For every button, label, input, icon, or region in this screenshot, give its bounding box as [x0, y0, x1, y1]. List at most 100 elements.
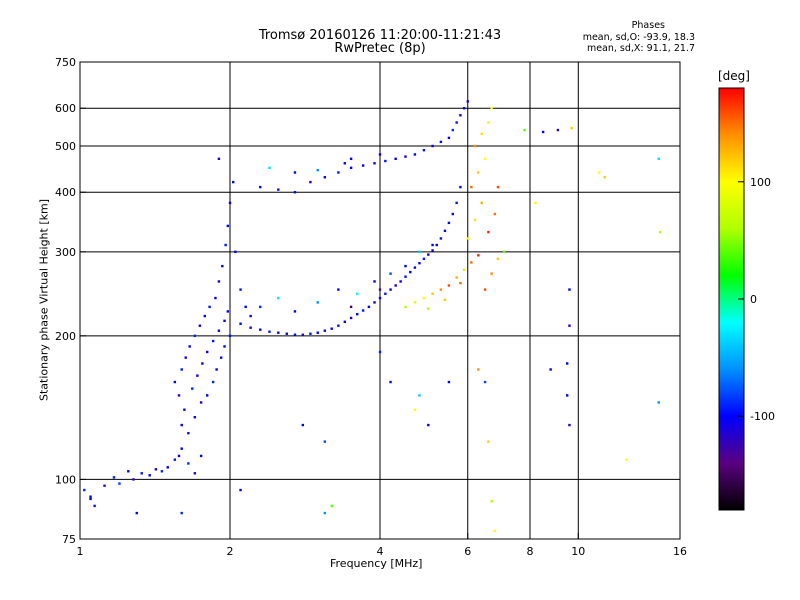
data-point — [337, 288, 340, 291]
data-point — [455, 121, 458, 124]
data-point — [568, 423, 571, 427]
x-tick-label: 16 — [673, 545, 687, 558]
data-point — [193, 416, 197, 419]
data-point — [293, 171, 297, 174]
colorbar-tick-label: 100 — [750, 176, 771, 189]
x-tick-label: 6 — [464, 545, 471, 558]
data-point — [177, 454, 181, 458]
data-point — [196, 374, 199, 377]
data-point — [658, 230, 662, 234]
data-point — [373, 162, 376, 165]
data-point — [221, 264, 224, 268]
data-point — [447, 380, 451, 384]
data-point — [184, 356, 187, 359]
colorbar-tick-label: -100 — [750, 410, 775, 423]
data-point — [399, 280, 402, 283]
data-point — [193, 472, 197, 475]
data-point — [447, 136, 451, 140]
data-point — [198, 324, 202, 327]
data-point — [277, 188, 280, 191]
data-point — [193, 334, 197, 338]
data-point — [234, 250, 237, 254]
data-point — [239, 322, 242, 325]
data-point — [409, 270, 412, 274]
data-point — [565, 362, 569, 365]
data-point — [487, 440, 490, 443]
chart-title: Tromsø 20160126 11:20:00-11:21:43 — [258, 28, 502, 43]
data-point — [418, 394, 421, 397]
grid-layer — [80, 62, 680, 539]
data-point — [259, 305, 262, 309]
data-point — [180, 423, 183, 427]
data-point — [373, 301, 376, 304]
phase-box-o: mean, sd,O: -93.9, 18.3 — [582, 32, 695, 43]
data-point — [301, 423, 305, 427]
y-tick-label: 500 — [55, 140, 76, 153]
data-point — [496, 185, 500, 189]
data-point — [404, 275, 407, 278]
data-point — [103, 484, 106, 487]
x-tick-label: 4 — [377, 545, 384, 558]
data-point — [447, 221, 451, 225]
data-point — [534, 201, 537, 205]
data-point — [205, 394, 209, 397]
data-point — [355, 292, 359, 295]
data-point — [439, 140, 443, 144]
data-point — [455, 201, 458, 205]
data-point — [219, 356, 223, 359]
data-point — [462, 268, 466, 272]
data-point — [459, 114, 462, 117]
data-point — [301, 333, 305, 336]
data-point — [239, 288, 242, 291]
data-point — [89, 497, 92, 501]
data-point — [389, 288, 392, 291]
data-point — [378, 288, 382, 291]
data-point — [418, 261, 421, 265]
y-axis-title: Stationary phase Virtual Height [km] — [37, 198, 51, 402]
data-point — [217, 280, 221, 283]
data-point — [173, 380, 177, 384]
data-point — [570, 126, 573, 130]
data-point — [93, 504, 96, 508]
data-point — [224, 243, 227, 247]
data-point — [127, 470, 130, 473]
data-point — [404, 155, 407, 158]
data-point — [493, 212, 497, 216]
data-point — [477, 254, 480, 257]
data-point — [180, 447, 183, 450]
data-point — [349, 305, 353, 309]
data-point — [477, 171, 480, 174]
data-point — [268, 330, 271, 333]
data-point — [523, 128, 526, 132]
data-point — [349, 166, 353, 170]
data-point — [427, 253, 430, 256]
data-point — [451, 128, 455, 132]
data-point — [316, 168, 319, 172]
data-point — [439, 237, 443, 240]
data-point — [603, 176, 606, 179]
data-point — [443, 298, 447, 301]
data-point — [462, 107, 466, 110]
data-point — [323, 329, 327, 332]
colorbar-unit: [deg] — [718, 69, 750, 83]
data-point — [657, 157, 660, 161]
data-point — [556, 128, 560, 132]
data-point — [349, 316, 353, 320]
data-point — [384, 292, 387, 295]
data-point — [480, 132, 483, 136]
data-point — [232, 180, 235, 184]
data-point — [160, 470, 164, 473]
data-point — [490, 500, 493, 503]
data-point — [459, 281, 462, 285]
data-point — [226, 224, 230, 228]
data-point — [268, 166, 271, 170]
data-point — [191, 387, 194, 390]
data-point — [413, 266, 417, 269]
data-point — [187, 462, 190, 465]
data-point — [223, 345, 226, 348]
x-tick-label: 2 — [227, 545, 234, 558]
data-point — [473, 144, 477, 148]
data-point — [443, 229, 447, 233]
data-point — [480, 201, 483, 205]
